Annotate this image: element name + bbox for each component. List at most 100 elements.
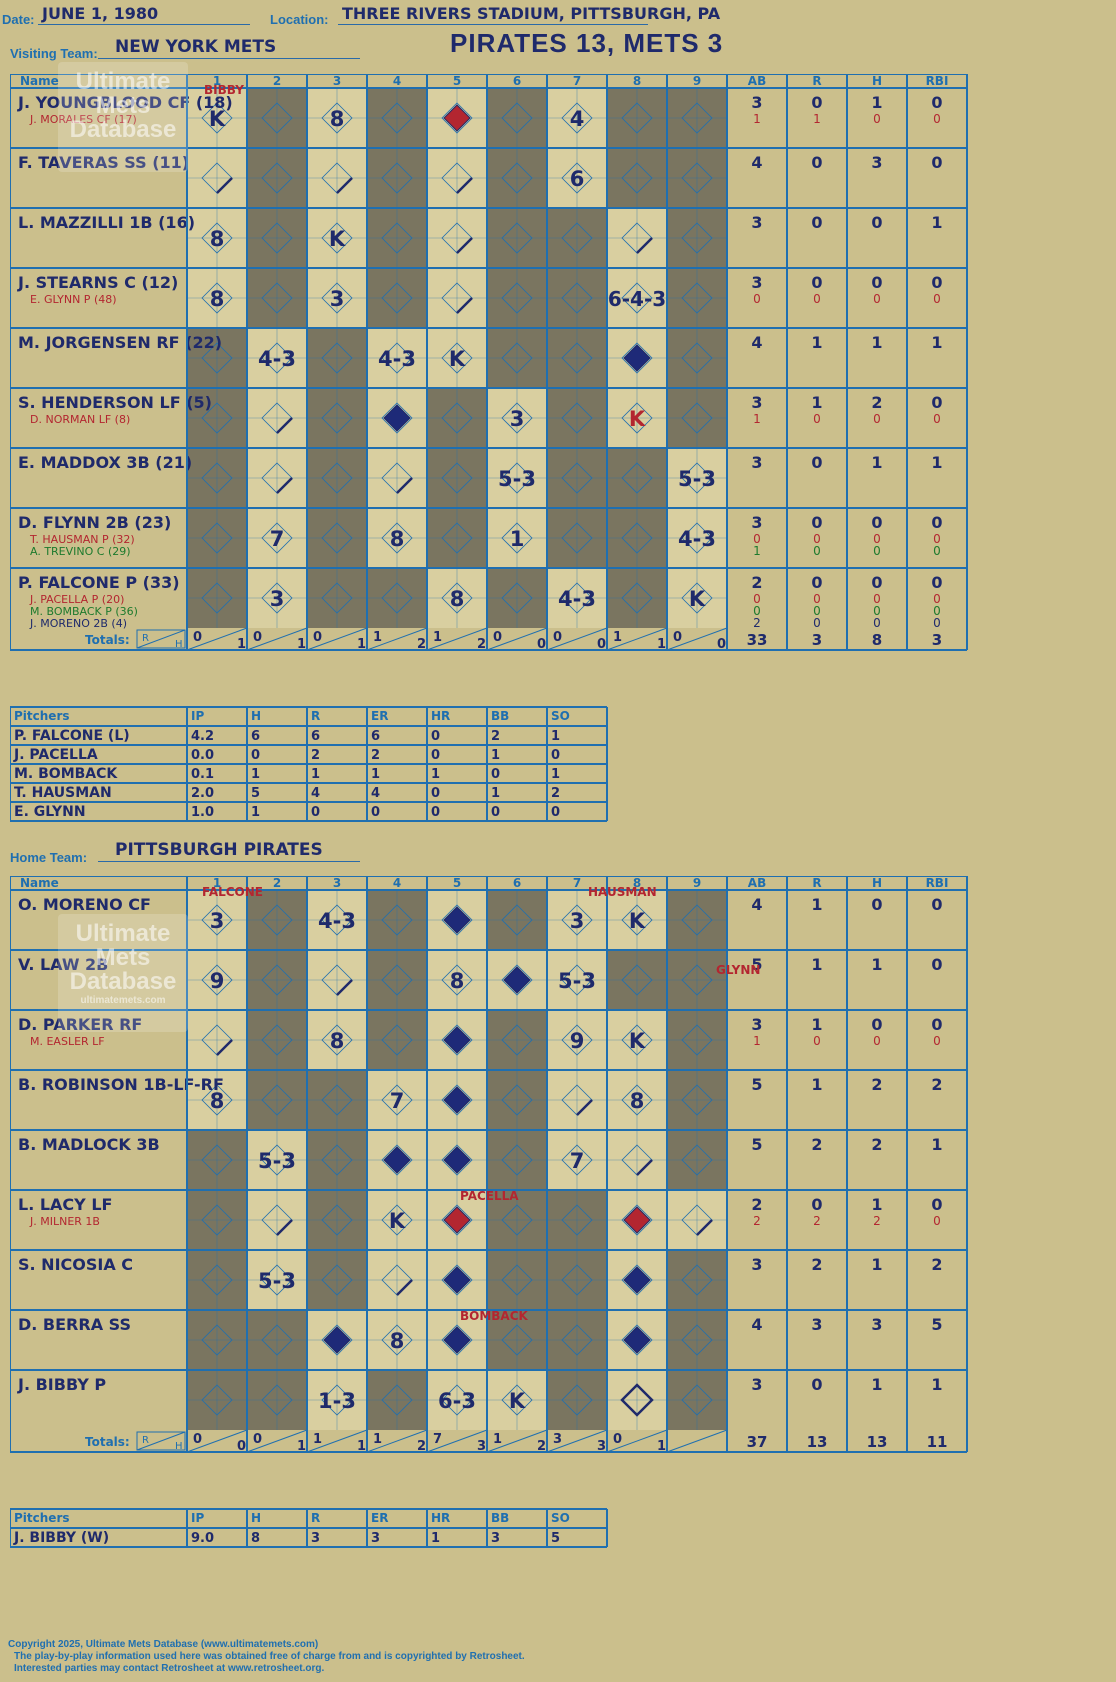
base-diamond [261, 582, 293, 614]
player-stat: 3 [751, 273, 762, 292]
player-stat: 0 [811, 573, 822, 592]
home-team-label: Home Team: [10, 850, 88, 865]
sub-stat: 0 [933, 616, 941, 630]
base-diamond [441, 1024, 473, 1056]
substitute-name: D. NORMAN LF (8) [30, 413, 130, 426]
player-stat: 2 [871, 1075, 882, 1094]
header-bg [10, 876, 967, 890]
pitcher-stat: 2.0 [191, 786, 214, 801]
pitcher-change-note: PACELLA [460, 1189, 519, 1203]
sub-stat: 0 [933, 1034, 941, 1048]
totals-slash [666, 627, 728, 651]
play-result: 7 [570, 1149, 585, 1173]
base-diamond [381, 1024, 413, 1056]
base-diamond [621, 462, 653, 494]
inning-runs: 1 [373, 1432, 382, 1447]
inning-runs: 0 [193, 630, 202, 645]
totals-label: Totals: [85, 633, 130, 647]
totals-slash [606, 1429, 668, 1453]
player-stat: 0 [811, 93, 822, 112]
player-name: E. MADDOX 3B (21) [18, 453, 192, 472]
hit-line [396, 1279, 413, 1296]
pitcher-note: BIBBY [204, 83, 244, 97]
base-diamond [681, 1024, 713, 1056]
pitcher-name: P. FALCONE (L) [14, 728, 130, 744]
base-diamond [201, 1144, 233, 1176]
base-diamond [201, 282, 233, 314]
play-result: 7 [270, 527, 285, 551]
base-diamond [501, 222, 533, 254]
total-stat: 33 [747, 631, 768, 649]
base-diamond [501, 102, 533, 134]
sub-stat: 0 [813, 292, 821, 306]
base-diamond [681, 1144, 713, 1176]
play-result: K [389, 1209, 406, 1233]
column-header: 7 [573, 876, 581, 890]
sub-stat: 2 [813, 1214, 821, 1228]
player-stat: 1 [871, 93, 882, 112]
sub-stat: 1 [753, 544, 761, 558]
play-result: 3 [210, 909, 225, 933]
player-stat: 2 [811, 1135, 822, 1154]
player-stat: 2 [931, 1075, 942, 1094]
pitcher-stat: 2 [311, 748, 320, 763]
column-header: 8 [633, 74, 641, 88]
base-diamond [321, 342, 353, 374]
base-diamond [381, 342, 413, 374]
player-stat: 0 [931, 513, 942, 532]
totals-key-h: H [175, 639, 183, 650]
column-header: AB [748, 74, 766, 88]
base-diamond [501, 1084, 533, 1116]
player-name: D. PARKER RF [18, 1015, 142, 1034]
base-diamond [621, 1204, 653, 1236]
inning-runs: 1 [493, 1432, 502, 1447]
base-diamond [381, 1384, 413, 1416]
home-team-underline [98, 861, 360, 862]
player-stat: 0 [931, 895, 942, 914]
player-name: L. LACY LF [18, 1195, 112, 1214]
base-diamond [201, 342, 233, 374]
player-stat: 0 [871, 1015, 882, 1034]
play-result: 8 [210, 227, 225, 251]
base-diamond [381, 282, 413, 314]
base-diamond [621, 342, 653, 374]
pitcher-stat: 1 [551, 767, 560, 782]
home-team-name: PITTSBURGH PIRATES [115, 840, 323, 860]
total-stat: 3 [932, 631, 942, 649]
pitcher-stat: 6 [311, 729, 320, 744]
inning-runs: 3 [553, 1432, 562, 1447]
base-diamond [621, 162, 653, 194]
base-path [620, 1383, 654, 1417]
inning-runs: 0 [613, 1432, 622, 1447]
player-stat: 0 [931, 93, 942, 112]
pitcher-column-header: BB [491, 709, 509, 723]
totals-slash [246, 627, 308, 651]
pitcher-stat: 2 [551, 786, 560, 801]
totals-slash [606, 627, 668, 651]
base-diamond [381, 964, 413, 996]
base-diamond [681, 162, 713, 194]
pitcher-column-header: IP [191, 1511, 204, 1525]
hit-line [456, 177, 473, 194]
scored-run-diamond [443, 1326, 471, 1354]
base-diamond [441, 1144, 473, 1176]
play-result: 8 [210, 1089, 225, 1113]
base-diamond [501, 1024, 533, 1056]
inning-hits: 2 [417, 1439, 426, 1454]
base-diamond [681, 1324, 713, 1356]
player-stat: 4 [751, 1315, 762, 1334]
column-header: RBI [926, 74, 949, 88]
totals-key-slash [136, 629, 186, 649]
player-stat: 5 [751, 1135, 762, 1154]
column-header: R [812, 876, 821, 890]
player-stat: 0 [811, 1375, 822, 1394]
base-diamond [201, 904, 233, 936]
player-name: J. YOUNGBLOOD CF (18) [17, 93, 233, 112]
base-diamond [201, 1264, 233, 1296]
column-header: 1 [213, 876, 221, 890]
base-diamond [681, 964, 713, 996]
scored-run-diamond [443, 906, 471, 934]
player-stat: 0 [931, 393, 942, 412]
base-diamond [681, 1264, 713, 1296]
watermark-line-2: Mets [95, 92, 151, 119]
